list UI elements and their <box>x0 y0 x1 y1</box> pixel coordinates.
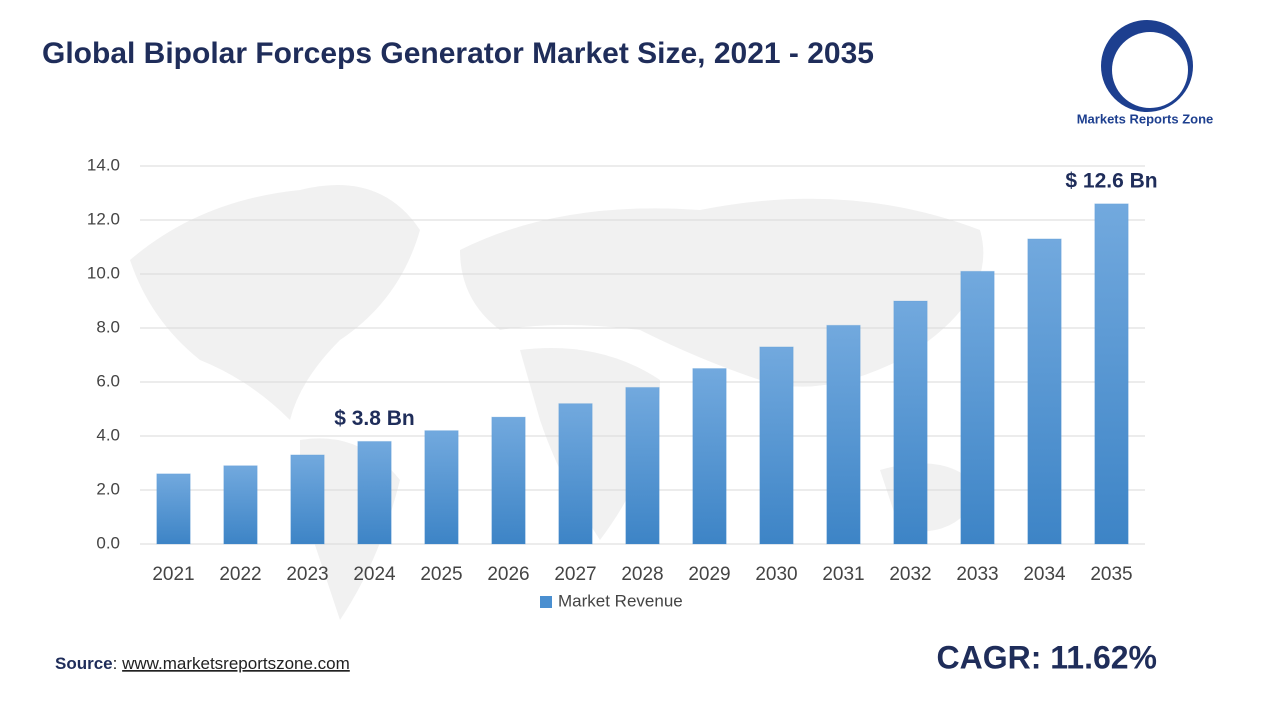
value-label: $ 12.6 Bn <box>1065 169 1157 192</box>
bar <box>357 440 392 545</box>
source-separator: : <box>113 654 118 673</box>
y-tick-label: 12.0 <box>87 209 120 228</box>
legend-swatch <box>540 596 552 608</box>
y-tick-label: 4.0 <box>96 425 120 444</box>
bar <box>826 324 861 545</box>
cagr: CAGR: 11.62% <box>936 639 1157 675</box>
source-label: Source <box>55 654 113 673</box>
x-tick-label: 2031 <box>822 564 864 585</box>
bar <box>558 403 593 545</box>
x-tick-label: 2035 <box>1090 564 1132 585</box>
bar <box>290 454 325 545</box>
source: Source: www.marketsreportszone.com <box>55 654 350 673</box>
x-tick-label: 2026 <box>487 564 529 585</box>
y-tick-label: 2.0 <box>96 479 120 498</box>
x-tick-label: 2023 <box>286 564 328 585</box>
bar <box>692 368 727 545</box>
x-tick-label: 2025 <box>420 564 462 585</box>
bar <box>1027 238 1062 545</box>
legend-label: Market Revenue <box>558 591 683 610</box>
bar <box>1094 203 1129 545</box>
bar <box>491 416 526 545</box>
bar <box>893 300 928 545</box>
y-tick-label: 0.0 <box>96 533 120 552</box>
x-tick-label: 2029 <box>688 564 730 585</box>
x-tick-label: 2033 <box>956 564 998 585</box>
x-tick-label: 2034 <box>1023 564 1066 585</box>
value-label: $ 3.8 Bn <box>334 407 415 430</box>
y-tick-label: 14.0 <box>87 155 120 174</box>
x-tick-label: 2027 <box>554 564 596 585</box>
source-url[interactable]: www.marketsreportszone.com <box>121 654 350 673</box>
x-tick-label: 2028 <box>621 564 663 585</box>
x-tick-label: 2022 <box>219 564 261 585</box>
y-tick-label: 6.0 <box>96 371 120 390</box>
bar <box>156 473 191 545</box>
logo: Markets Reports Zone <box>1077 20 1214 126</box>
bar <box>625 386 660 545</box>
chart-title: Global Bipolar Forceps Generator Market … <box>42 37 874 70</box>
bar <box>960 270 995 545</box>
logo-text: Markets Reports Zone <box>1077 111 1214 126</box>
x-tick-label: 2021 <box>152 564 194 585</box>
x-tick-label: 2032 <box>889 564 931 585</box>
y-tick-label: 10.0 <box>87 263 120 282</box>
x-tick-label: 2024 <box>353 564 396 585</box>
x-tick-label: 2030 <box>755 564 797 585</box>
bar <box>759 346 794 545</box>
y-tick-label: 8.0 <box>96 317 120 336</box>
bar <box>424 430 459 545</box>
bar <box>223 465 258 545</box>
